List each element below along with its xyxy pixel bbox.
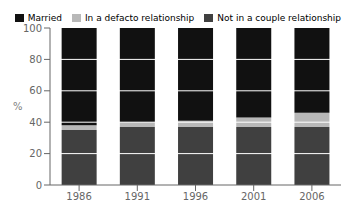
svg-text:1991: 1991 bbox=[125, 191, 150, 202]
html-text:Married: Married bbox=[27, 13, 62, 23]
svg-text:60: 60 bbox=[29, 85, 42, 96]
svg-text:1986: 1986 bbox=[66, 191, 91, 202]
html-text:In a defacto relationship: In a defacto relationship bbox=[85, 13, 195, 23]
svg-text:2001: 2001 bbox=[241, 191, 266, 202]
svg-text:40: 40 bbox=[29, 117, 42, 128]
svg-text:80: 80 bbox=[29, 54, 42, 65]
svg-text:0: 0 bbox=[36, 180, 42, 191]
svg-text:%: % bbox=[13, 101, 23, 112]
svg-text:100: 100 bbox=[23, 23, 42, 34]
svg-text:1996: 1996 bbox=[183, 191, 208, 202]
svg-text:20: 20 bbox=[29, 148, 42, 159]
html-text:Not in a couple relationship: Not in a couple relationship bbox=[217, 13, 341, 23]
svg-text:2006: 2006 bbox=[299, 191, 324, 202]
